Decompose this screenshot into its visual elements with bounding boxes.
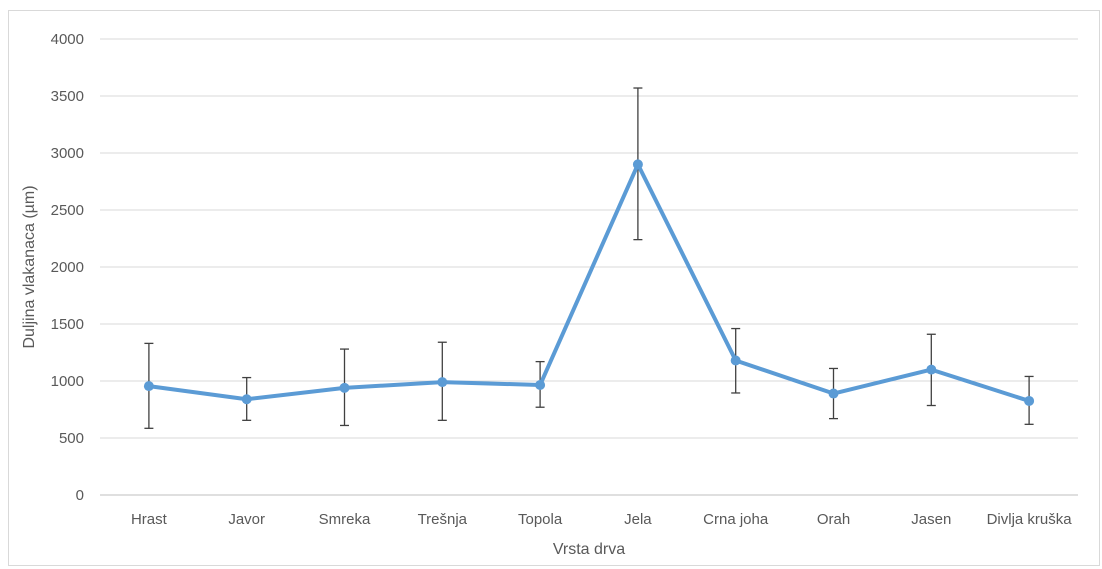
x-tick-label: Javor <box>228 511 265 528</box>
data-point <box>241 394 252 405</box>
data-series <box>143 159 1035 406</box>
data-point <box>828 388 839 399</box>
x-tick-label: Trešnja <box>418 511 468 528</box>
data-point <box>535 379 546 390</box>
x-tick-label: Hrast <box>131 511 168 528</box>
y-tick-label: 1500 <box>51 316 84 333</box>
data-point <box>143 381 154 392</box>
y-tick-label: 0 <box>76 487 84 504</box>
y-tick-label: 2000 <box>51 259 84 276</box>
x-tick-label: Topola <box>518 511 563 528</box>
series-line <box>146 162 1032 403</box>
data-point <box>1024 395 1035 406</box>
x-tick-label: Crna joha <box>703 511 769 528</box>
x-tick-label: Smreka <box>319 511 371 528</box>
y-tick-label: 4000 <box>51 31 84 48</box>
data-point <box>339 382 350 393</box>
y-tick-label: 500 <box>59 430 84 447</box>
gridlines <box>100 38 1078 496</box>
x-tick-label: Orah <box>817 511 850 528</box>
y-tick-label: 3000 <box>51 145 84 162</box>
data-point <box>632 159 643 170</box>
y-tick-label: 1000 <box>51 373 84 390</box>
y-tick-label: 2500 <box>51 202 84 219</box>
y-axis-title: Duljina vlakanaca (µm) <box>21 185 38 348</box>
x-axis-title: Vrsta drva <box>553 541 625 558</box>
y-tick-label: 3500 <box>51 88 84 105</box>
data-point <box>926 364 937 375</box>
chart-frame <box>8 10 1100 566</box>
x-axis-tick-labels: Hrast Javor Smreka Trešnja Topola Jela Crna jo… <box>131 511 1072 528</box>
data-point <box>730 355 741 366</box>
x-tick-label: Jela <box>624 511 652 528</box>
data-point <box>437 377 448 388</box>
x-tick-label: Jasen <box>911 511 951 528</box>
y-axis-tick-labels: 0 500 1000 1500 2000 2500 3000 3500 4000 <box>51 31 84 504</box>
x-tick-label: Divlja kruška <box>987 511 1073 528</box>
